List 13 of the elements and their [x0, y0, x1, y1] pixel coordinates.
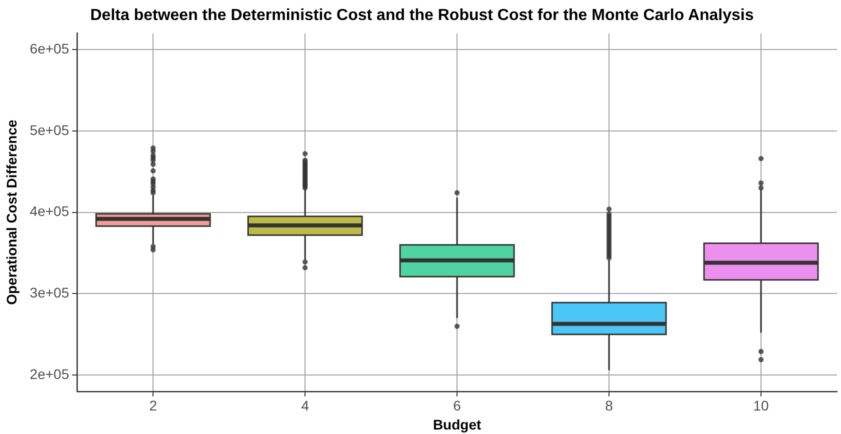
y-tick-label: 4e+05 — [30, 203, 70, 220]
x-axis-title: Budget — [432, 416, 482, 432]
y-tick-label: 2e+05 — [30, 366, 70, 382]
chart-title: Delta between the Deterministic Cost and the Robust Cost for the Monte Carlo Analysis — [90, 7, 754, 24]
x-tick-label: 6 — [453, 398, 462, 414]
y-axis-title: Operational Cost Difference — [3, 120, 20, 305]
y-tick-label: 5e+05 — [30, 122, 70, 138]
x-tick-label: 8 — [605, 398, 614, 414]
y-tick-label: 6e+05 — [30, 40, 70, 56]
x-tick-label: 2 — [149, 398, 158, 414]
x-tick-label: 10 — [753, 398, 770, 414]
y-tick-label: 3e+05 — [30, 284, 70, 301]
x-tick-label: 4 — [301, 398, 310, 414]
